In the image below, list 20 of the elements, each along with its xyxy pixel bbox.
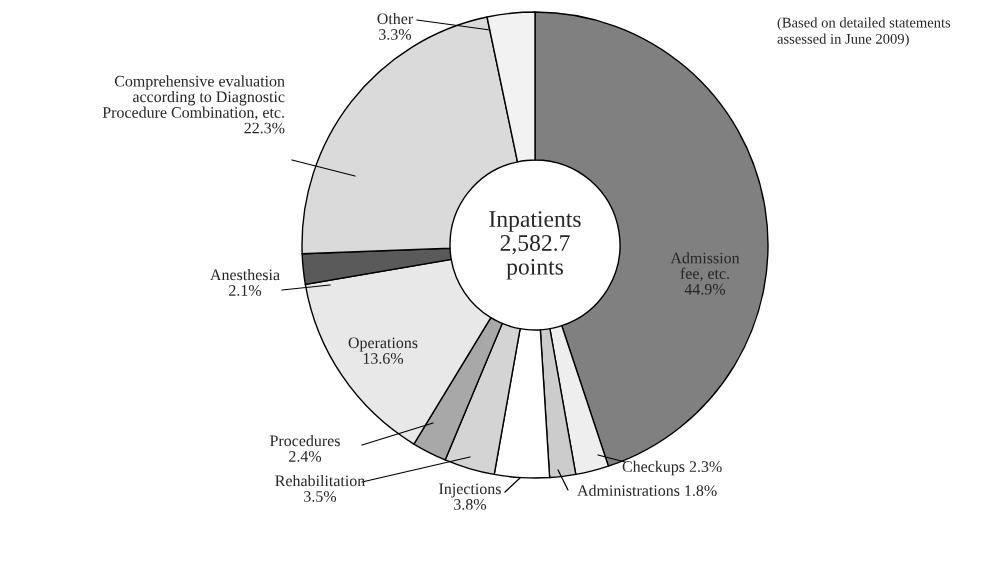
slice-label: Operations: [348, 337, 418, 352]
slice-label: Other: [377, 12, 414, 25]
legend-label: Procedures: [269, 434, 340, 447]
data-label: 13.6%: [363, 353, 404, 364]
data-label: 3.5%: [304, 491, 337, 502]
data-label: 22.3%: [244, 122, 285, 134]
slice-label: Admission fee, etc.: [670, 252, 740, 282]
slice-label: Rehabilitation: [275, 474, 365, 487]
text: (Based on detailed statements assessed in June 2009): [777, 17, 951, 47]
data-label: 3.3%: [379, 29, 412, 40]
data-label: 2.4%: [289, 451, 322, 462]
text: Inpatients 2,582.7 points: [489, 211, 581, 280]
slice-label: Anesthesia: [210, 268, 280, 281]
data-label: 44.9%: [684, 283, 726, 295]
data-label: 2.1%: [229, 285, 262, 296]
slice-label: Checkups 2.3%: [622, 460, 722, 476]
data-label: 3.8%: [454, 499, 487, 510]
slice-label: Injections: [439, 483, 501, 498]
slice-label: Comprehensive evaluation according to Diagnostic Procedure Combination, etc.: [102, 75, 285, 121]
slice-label: Administrations 1.8%: [577, 484, 717, 497]
